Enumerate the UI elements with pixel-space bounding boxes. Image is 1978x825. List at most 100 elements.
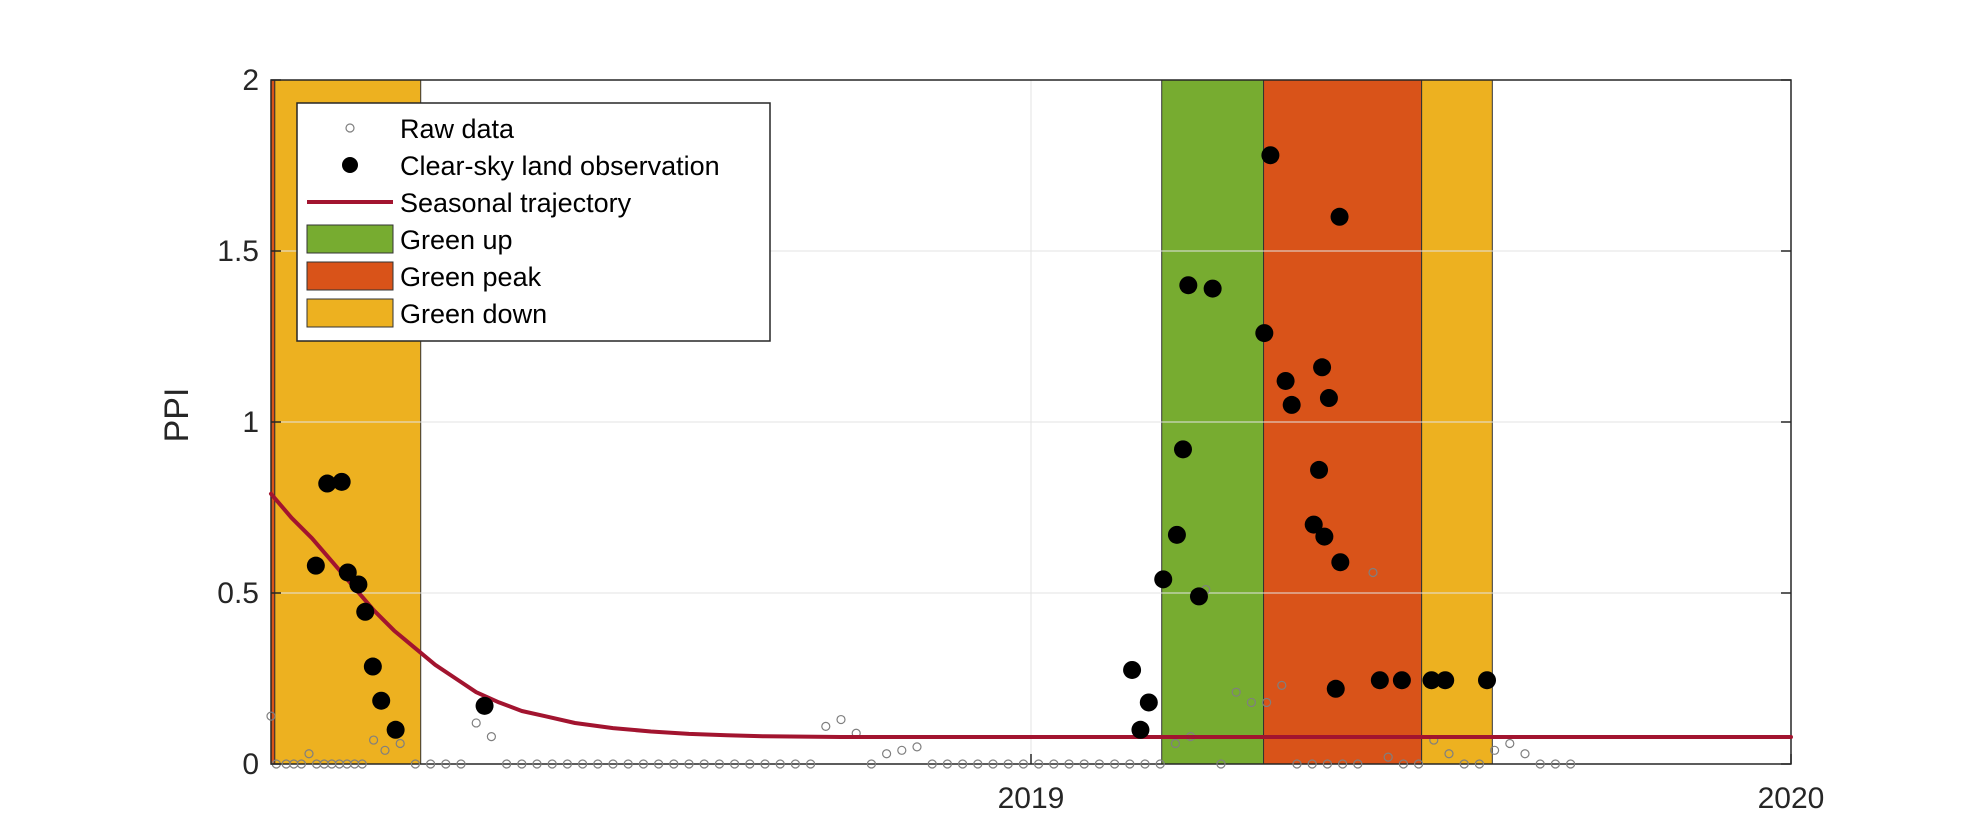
legend-clear-sky-marker (342, 157, 358, 173)
raw-data-point (456, 759, 466, 769)
clear-sky-point (363, 657, 382, 676)
raw-data-point (836, 714, 846, 725)
raw-data-point (1337, 759, 1348, 769)
tick-labels: 0 0.5 1 1.5 2 2019 2020 (217, 64, 1824, 815)
raw-data-point (927, 759, 937, 769)
y-tick-label: 0.5 (217, 577, 259, 610)
clear-sky-point (306, 556, 325, 575)
clear-sky-point (1179, 276, 1198, 295)
raw-data-point (729, 759, 740, 769)
raw-data-point (562, 759, 573, 769)
raw-data-point (1079, 759, 1089, 769)
clear-sky-point (1478, 671, 1496, 690)
clear-sky-point (332, 472, 351, 491)
raw-data-point (1565, 759, 1576, 769)
clear-sky-point (1167, 525, 1186, 544)
clear-sky-point (372, 691, 391, 710)
clear-sky-point (1255, 324, 1274, 343)
y-tick-label: 2 (242, 64, 259, 97)
raw-data-point (790, 759, 801, 769)
raw-data-point (577, 759, 588, 769)
raw-data-point (1474, 759, 1485, 769)
raw-data-point (912, 742, 922, 752)
raw-data-point (1155, 759, 1165, 769)
raw-data-point (1125, 759, 1135, 769)
raw-data-point (1170, 738, 1181, 749)
raw-data-point (1231, 687, 1241, 697)
x-tick-label: 2019 (998, 782, 1065, 815)
raw-data-point (1413, 759, 1424, 769)
raw-data-point (1520, 749, 1530, 759)
raw-data-point (1535, 759, 1545, 769)
clear-sky-point (1310, 460, 1329, 479)
clear-sky-point (1304, 515, 1323, 534)
raw-data-point (638, 759, 649, 769)
raw-data-point (973, 759, 983, 769)
clear-sky-point (349, 575, 368, 594)
raw-data-point (266, 711, 276, 721)
raw-data-point (608, 759, 618, 769)
clear-sky-point (1313, 358, 1332, 377)
raw-data-point (426, 759, 436, 769)
raw-data-point (1292, 759, 1302, 769)
raw-data-point (1444, 749, 1454, 759)
x-tick-label: 2020 (1758, 782, 1825, 815)
raw-data-point (745, 759, 755, 769)
raw-data-point (699, 759, 709, 769)
clear-sky-point (356, 602, 375, 621)
legend-patch-5 (306, 298, 394, 328)
raw-data-point (486, 732, 496, 742)
raw-data-point (304, 749, 314, 759)
raw-data-point (942, 759, 953, 769)
raw-data-point (988, 759, 998, 769)
raw-data-point (410, 759, 420, 769)
raw-data-point (957, 759, 968, 769)
clear-sky-point (475, 696, 494, 715)
raw-data-point (532, 759, 542, 769)
raw-data-point (1398, 759, 1409, 769)
clear-sky-point (1131, 720, 1150, 739)
clear-sky-point (1326, 679, 1345, 698)
raw-data-point (1140, 759, 1150, 769)
raw-data-point (1246, 697, 1257, 708)
clear-sky-point (1436, 671, 1455, 690)
y-tick-label: 0 (242, 748, 259, 781)
raw-data-point (1353, 759, 1363, 769)
clear-sky-point (1392, 671, 1411, 690)
raw-data-point (805, 759, 816, 769)
legend-label: Green peak (400, 262, 542, 292)
raw-data-point (653, 759, 664, 769)
legend: Raw data Clear-sky land observation Season… (296, 102, 771, 342)
clear-sky-point (386, 720, 405, 739)
raw-data-point (1322, 759, 1333, 769)
clear-sky-point (1319, 389, 1338, 408)
raw-data-point (296, 759, 306, 769)
raw-data-point (471, 718, 481, 728)
clear-sky-point (338, 563, 357, 582)
raw-data-point (684, 759, 694, 769)
legend-label: Clear-sky land observation (400, 151, 720, 181)
raw-data-point (357, 759, 367, 769)
y-tick-label: 1.5 (217, 235, 259, 268)
clear-sky-point (1276, 371, 1295, 390)
raw-data-point (897, 745, 907, 755)
legend-patch-3 (306, 224, 394, 254)
raw-data-point (502, 759, 512, 769)
clear-sky-point (1139, 693, 1158, 712)
raw-data-point (1003, 759, 1013, 769)
raw-data-point (593, 759, 603, 769)
clear-sky-point (1189, 587, 1208, 606)
raw-data-point (714, 759, 725, 769)
raw-data-point (1018, 759, 1029, 769)
legend-label: Green down (400, 299, 547, 329)
clear-sky-point (1123, 660, 1142, 679)
seasonal-trajectory (269, 491, 1793, 739)
clear-sky-point (1331, 553, 1350, 572)
raw-data-point (547, 759, 557, 769)
raw-data-point (380, 745, 390, 755)
clear-sky-point (1174, 440, 1192, 459)
raw-data-point (1109, 759, 1120, 769)
raw-data-point (1216, 759, 1226, 769)
legend-patch-4 (306, 261, 394, 291)
